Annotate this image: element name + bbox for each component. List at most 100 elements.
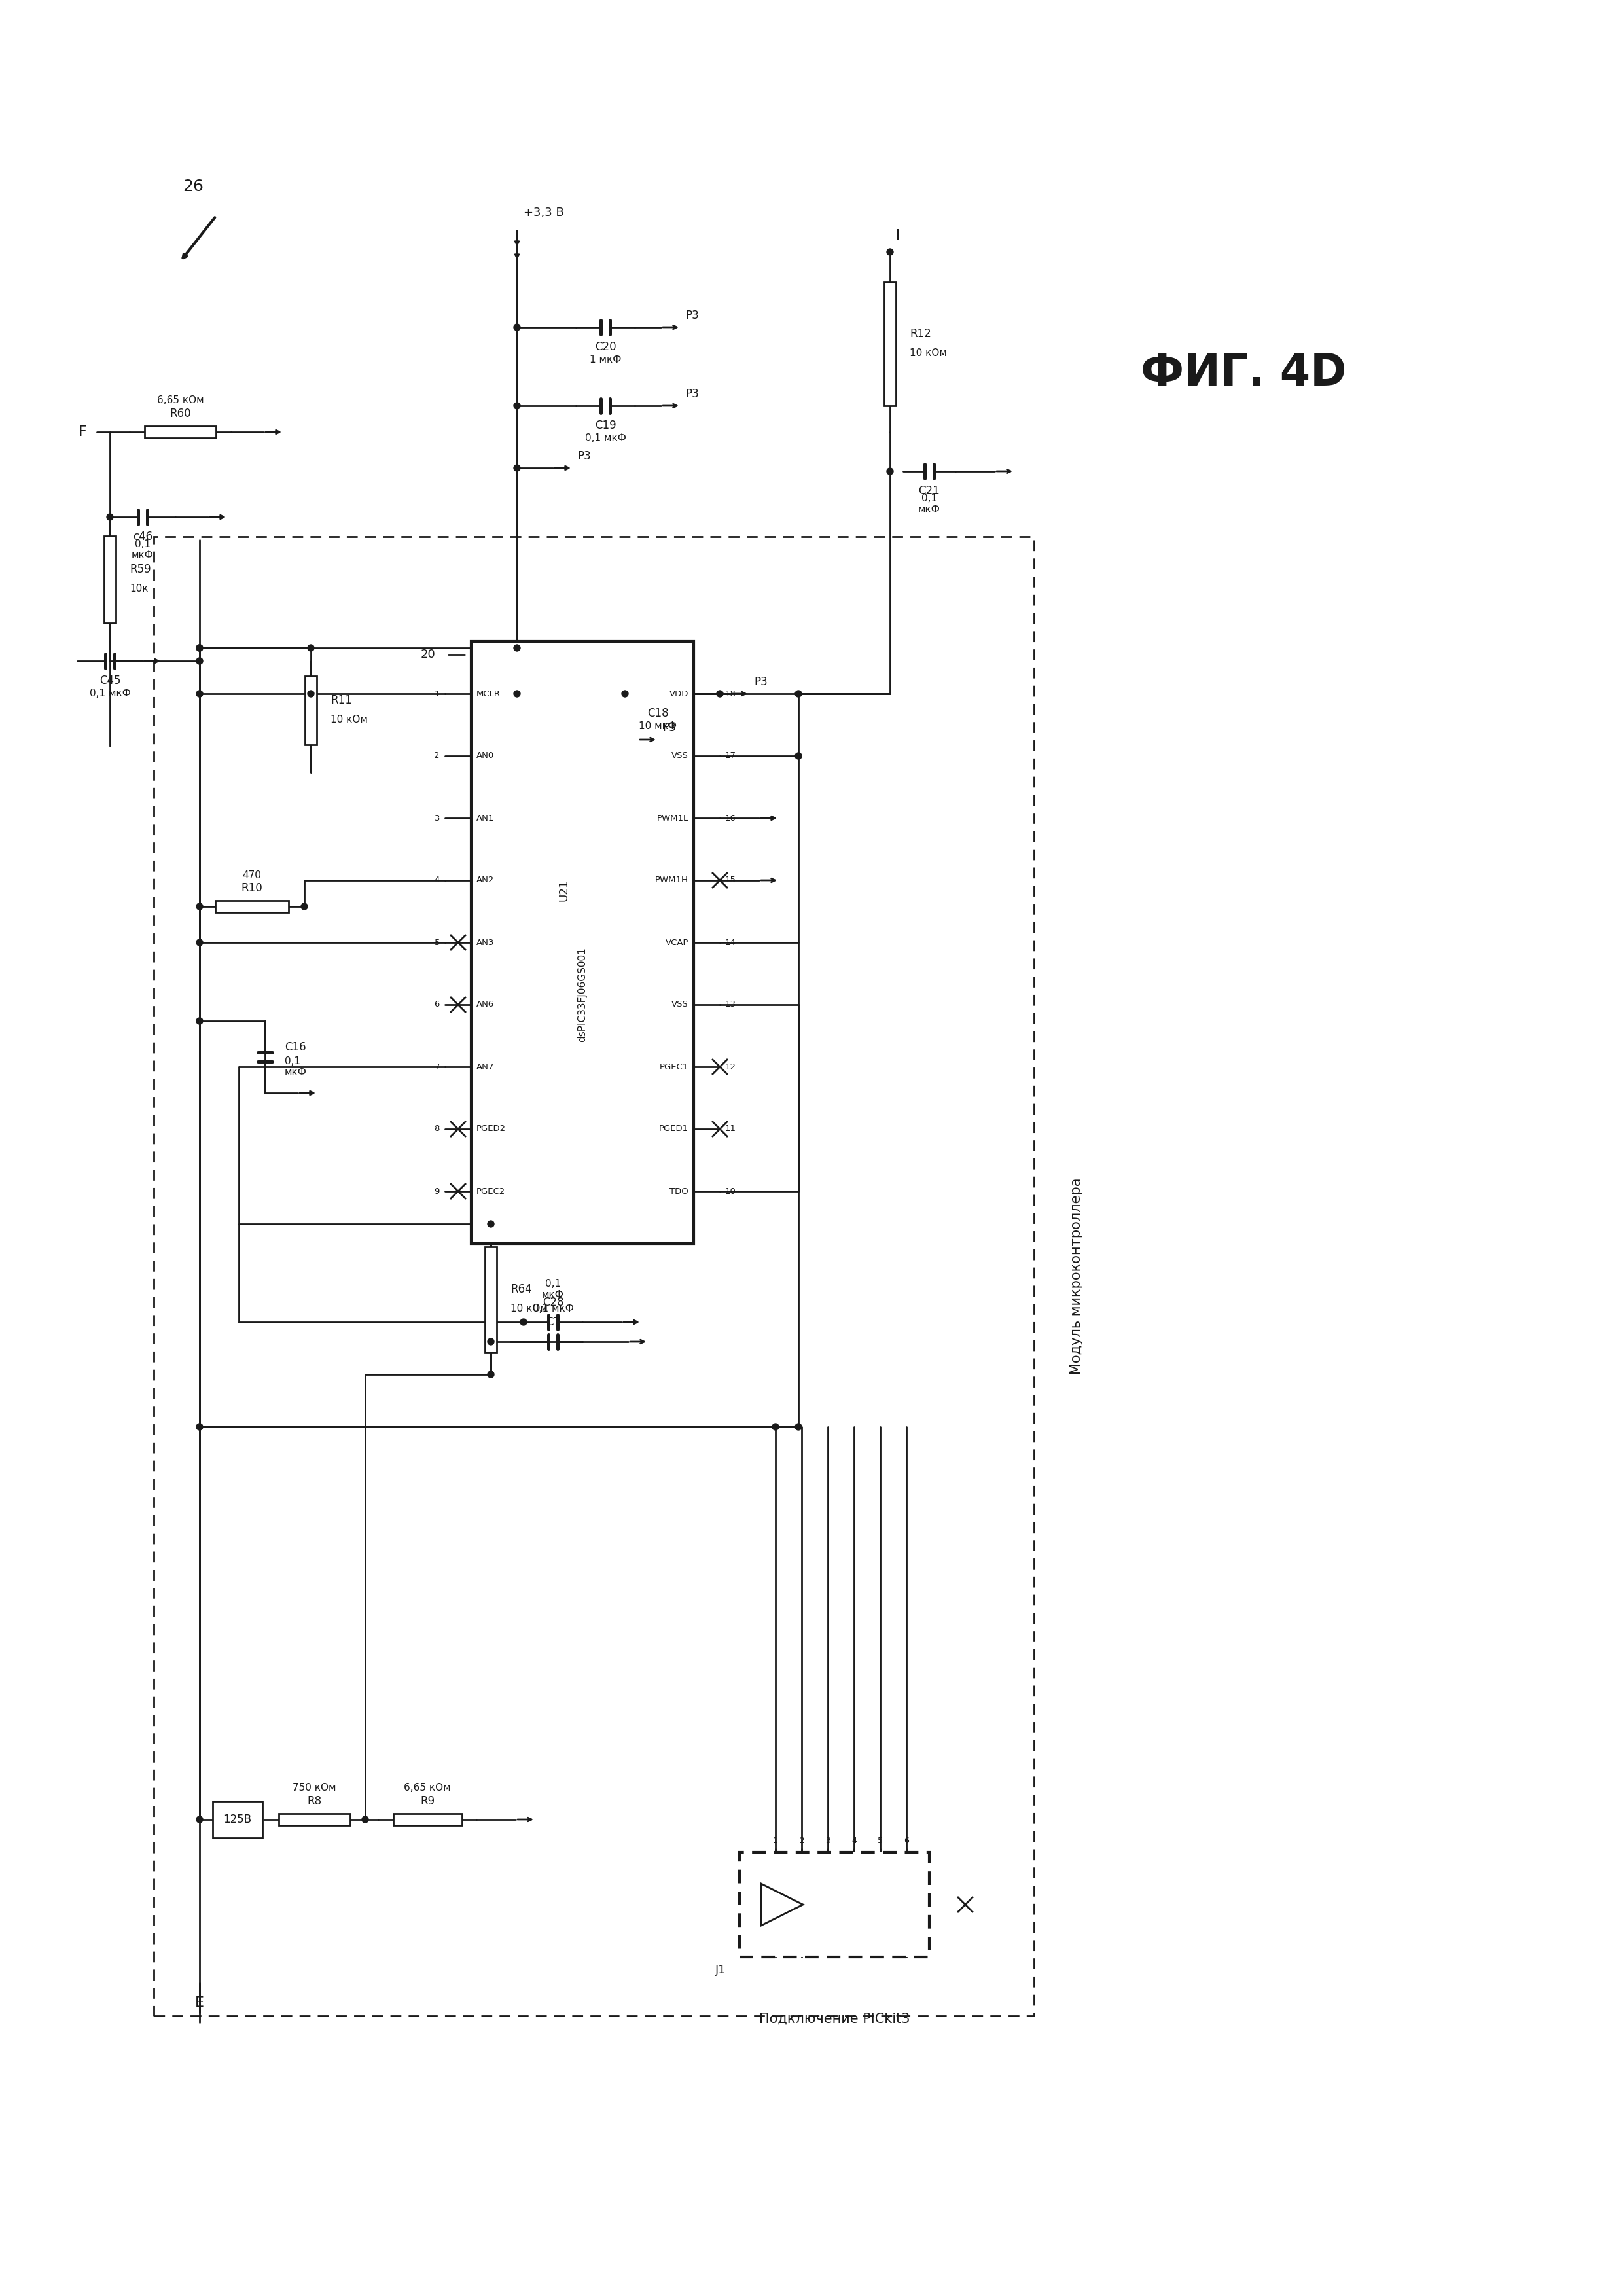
- Text: C19: C19: [594, 420, 617, 432]
- Text: 11: 11: [725, 1125, 737, 1134]
- Text: R64: R64: [511, 1283, 532, 1295]
- Circle shape: [308, 691, 315, 698]
- Text: R10: R10: [242, 882, 263, 893]
- Text: 10 мкФ: 10 мкФ: [639, 721, 677, 732]
- Text: 470: 470: [242, 870, 261, 879]
- Bar: [213, 1800, 263, 1837]
- Text: U21: U21: [558, 879, 570, 900]
- Text: 5: 5: [435, 939, 440, 946]
- Circle shape: [196, 691, 203, 698]
- Text: 6: 6: [435, 1001, 440, 1008]
- Text: +3,3 В: +3,3 В: [524, 207, 563, 218]
- Text: R59: R59: [130, 563, 151, 576]
- Bar: [305, 675, 316, 744]
- Text: 15: 15: [725, 877, 737, 884]
- Text: 0,1
мкФ: 0,1 мкФ: [542, 1279, 565, 1300]
- Text: AN1: AN1: [477, 813, 495, 822]
- Text: 1: 1: [773, 1837, 777, 1844]
- Text: 16: 16: [725, 813, 737, 822]
- Circle shape: [795, 1424, 802, 1430]
- Text: R8: R8: [307, 1795, 321, 1807]
- Circle shape: [362, 1816, 368, 1823]
- Circle shape: [795, 691, 802, 698]
- Text: I: I: [896, 230, 899, 241]
- Text: VDD: VDD: [669, 689, 688, 698]
- Text: AN3: AN3: [477, 939, 495, 946]
- Text: 18: 18: [725, 689, 737, 698]
- Text: VCAP: VCAP: [665, 939, 688, 946]
- Circle shape: [196, 645, 203, 652]
- Circle shape: [795, 753, 802, 760]
- Text: MCLR: MCLR: [477, 689, 500, 698]
- Text: R60: R60: [170, 409, 192, 420]
- Text: 17: 17: [725, 751, 737, 760]
- Text: 10к: 10к: [130, 583, 148, 595]
- Text: 2: 2: [799, 1837, 805, 1844]
- Text: 4: 4: [852, 1837, 857, 1844]
- Text: 0,1
мкФ: 0,1 мкФ: [284, 1056, 307, 1077]
- Text: 6,65 кОм: 6,65 кОм: [404, 1784, 451, 1793]
- Circle shape: [514, 324, 521, 331]
- Text: 10 кОм: 10 кОм: [909, 349, 946, 358]
- Text: TDO: TDO: [670, 1187, 688, 1196]
- Text: 0,1
мкФ: 0,1 мкФ: [919, 494, 940, 514]
- Text: 7: 7: [435, 1063, 440, 1072]
- Circle shape: [196, 939, 203, 946]
- Circle shape: [196, 902, 203, 909]
- Text: R11: R11: [331, 693, 352, 707]
- Text: 0,1 мкФ: 0,1 мкФ: [89, 689, 130, 698]
- Text: P3: P3: [685, 310, 700, 321]
- Circle shape: [622, 691, 628, 698]
- Circle shape: [487, 1339, 493, 1345]
- Text: C21: C21: [919, 484, 940, 496]
- Circle shape: [196, 645, 203, 652]
- Text: AN6: AN6: [477, 1001, 495, 1008]
- Text: 10 кОм: 10 кОм: [511, 1304, 547, 1313]
- Text: C45: C45: [99, 675, 120, 687]
- Circle shape: [487, 1221, 493, 1226]
- Bar: [740, 1853, 930, 1956]
- Text: 750 кОм: 750 кОм: [292, 1784, 336, 1793]
- Circle shape: [717, 691, 724, 698]
- Text: J1: J1: [716, 1963, 727, 1977]
- Bar: [279, 1814, 351, 1825]
- Text: PWM1H: PWM1H: [656, 877, 688, 884]
- Text: AN0: AN0: [477, 751, 495, 760]
- Text: ФИГ. 4D: ФИГ. 4D: [1141, 351, 1347, 395]
- Text: P3: P3: [685, 388, 700, 400]
- Text: 0,1
мкФ: 0,1 мкФ: [131, 540, 154, 560]
- Circle shape: [514, 464, 521, 471]
- Circle shape: [886, 468, 893, 475]
- Text: 8: 8: [435, 1125, 440, 1134]
- Text: 26: 26: [182, 179, 203, 195]
- Text: VSS: VSS: [672, 751, 688, 760]
- Text: 1: 1: [435, 689, 440, 698]
- Text: 13: 13: [725, 1001, 737, 1008]
- Text: 1 мкФ: 1 мкФ: [589, 356, 622, 365]
- Text: 12: 12: [725, 1063, 737, 1072]
- Text: 6,65 кОм: 6,65 кОм: [157, 395, 204, 406]
- Text: P3: P3: [755, 675, 768, 689]
- Text: 0,1 мкФ: 0,1 мкФ: [584, 434, 626, 443]
- Text: 10 кОм: 10 кОм: [331, 714, 368, 726]
- Text: R12: R12: [909, 328, 932, 340]
- Text: PGED2: PGED2: [477, 1125, 506, 1134]
- Circle shape: [300, 902, 308, 909]
- Text: C16: C16: [284, 1042, 307, 1054]
- Text: AN7: AN7: [477, 1063, 495, 1072]
- Bar: [216, 900, 289, 912]
- Circle shape: [308, 645, 315, 652]
- Text: Подключение PICkit3: Подключение PICkit3: [760, 2014, 911, 2025]
- Circle shape: [773, 1424, 779, 1430]
- Text: 9: 9: [435, 1187, 440, 1196]
- Bar: [104, 535, 115, 622]
- Text: 10: 10: [725, 1187, 737, 1196]
- Text: R9: R9: [420, 1795, 435, 1807]
- Circle shape: [514, 645, 521, 652]
- Text: 14: 14: [725, 939, 737, 946]
- Text: C20: C20: [594, 342, 617, 354]
- Text: 125В: 125В: [224, 1814, 252, 1825]
- Bar: [471, 641, 693, 1244]
- Circle shape: [487, 1371, 493, 1378]
- Text: P3: P3: [662, 721, 677, 735]
